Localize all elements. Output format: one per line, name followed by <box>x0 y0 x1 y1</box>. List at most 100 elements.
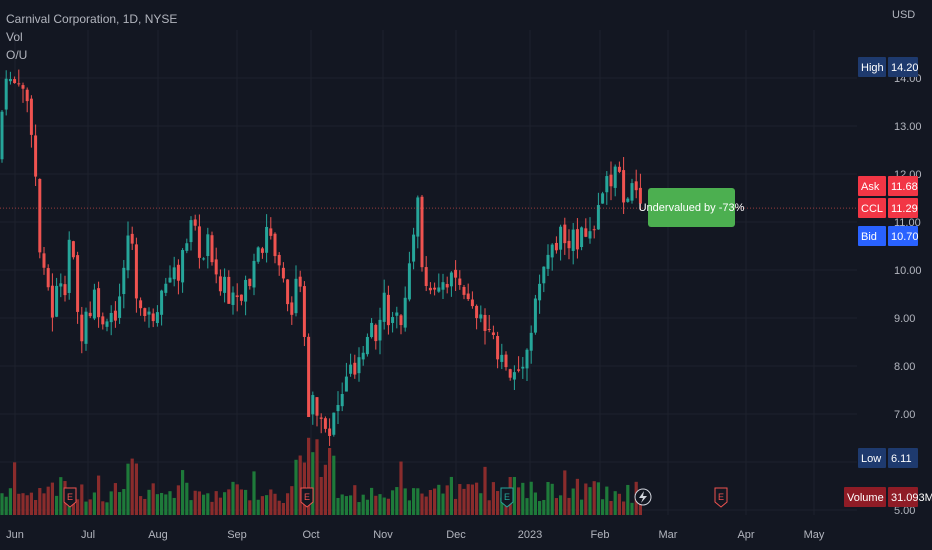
volume-bar <box>139 496 143 515</box>
candle-body <box>407 263 411 300</box>
candle-body <box>546 254 550 269</box>
volume-bar <box>118 492 122 515</box>
candle-body <box>210 235 214 263</box>
x-tick-label: Oct <box>302 529 319 541</box>
candle-body <box>487 329 491 331</box>
candle-body <box>189 220 193 243</box>
volume-price-tag[interactable]: Volume 31.093M <box>844 487 932 507</box>
dividend-lightning-icon[interactable] <box>634 488 652 506</box>
earnings-event-icon[interactable]: E <box>63 487 77 508</box>
volume-bar <box>50 482 54 515</box>
candle-body <box>601 193 605 204</box>
volume-bar <box>403 488 407 515</box>
volume-indicator-label[interactable]: Vol <box>6 30 23 44</box>
candle-body <box>466 293 470 300</box>
candle-body <box>197 226 201 258</box>
currency-label[interactable]: USD <box>892 9 916 21</box>
volume-bar <box>97 475 101 515</box>
bid-price-tag[interactable]: Bid 10.70 <box>858 226 919 246</box>
volume-bar <box>315 439 319 515</box>
candle-body <box>386 294 390 326</box>
volume-bar <box>210 501 214 515</box>
volume-bar <box>244 489 248 515</box>
volume-bar <box>323 464 327 515</box>
earnings-event-icon[interactable]: E <box>500 487 514 508</box>
candle-body <box>588 231 592 239</box>
candle-body <box>399 315 403 326</box>
earnings-event-icon[interactable]: E <box>300 487 314 508</box>
candle-body <box>512 372 516 380</box>
candle-body <box>353 362 357 375</box>
volume-bar <box>155 494 159 515</box>
candle-body <box>567 240 571 249</box>
volume-bar <box>256 499 260 515</box>
volume-bar <box>378 494 382 515</box>
candle-body <box>113 310 117 321</box>
grid-lines <box>0 30 857 515</box>
candle-body <box>626 198 630 202</box>
earnings-event-icon[interactable]: E <box>714 487 728 508</box>
x-tick-label: Apr <box>737 529 754 541</box>
candle-body <box>55 285 59 317</box>
candle-body <box>231 292 235 305</box>
volume-bar <box>454 498 458 515</box>
candle-body <box>277 254 281 266</box>
volume-bar <box>575 478 579 515</box>
volume-bar <box>248 500 252 515</box>
candle-body <box>638 187 642 204</box>
volume-bar <box>382 497 386 515</box>
volume-bar <box>458 484 462 515</box>
time-axis[interactable]: Jun Jul Aug Sep Oct Nov Dec 2023 Feb Mar Apr May <box>6 529 825 541</box>
candle-body <box>491 332 495 335</box>
volume-bar <box>563 470 567 515</box>
volume-bar <box>340 494 344 515</box>
candle-body <box>101 316 105 325</box>
ou-indicator-label[interactable]: O/U <box>6 48 28 62</box>
volume-bar <box>88 499 92 515</box>
candle-body <box>361 352 365 360</box>
volume-bar <box>592 481 596 515</box>
volume-bar <box>269 489 273 515</box>
volume-bar <box>42 493 46 515</box>
candle-body <box>302 286 306 337</box>
volume-bar <box>294 459 298 515</box>
x-tick-label: Feb <box>591 529 610 541</box>
candle-body <box>269 228 273 236</box>
volume-bar <box>59 477 63 515</box>
volume-bar <box>307 437 311 515</box>
candle-body <box>139 300 143 309</box>
valuation-annotation[interactable]: Undervalued by -73% <box>639 188 744 227</box>
candle-body <box>332 412 336 435</box>
high-price-tag[interactable]: High 14.20 <box>858 57 919 77</box>
candle-body <box>475 305 479 319</box>
candle-body <box>290 302 294 315</box>
volume-bar <box>538 501 542 515</box>
candle-body <box>46 268 50 288</box>
candle-body <box>479 314 483 319</box>
candle-body <box>622 170 626 203</box>
x-tick-label: Sep <box>227 529 247 541</box>
low-tag-label: Low <box>861 453 881 465</box>
candle-body <box>76 255 80 312</box>
volume-bar <box>197 491 201 515</box>
candle-body <box>433 287 437 290</box>
volume-bar <box>235 484 239 515</box>
y-tick-label: 10.00 <box>894 265 922 277</box>
volume-bar <box>101 501 105 515</box>
volume-bar <box>542 499 546 515</box>
volume-bar <box>189 500 193 515</box>
candle-body <box>336 405 340 412</box>
volume-bar <box>617 493 621 515</box>
high-tag-value: 14.20 <box>891 62 919 74</box>
symbol-title[interactable]: Carnival Corporation, 1D, NYSE <box>6 12 178 26</box>
ccl-price-tag[interactable]: CCL 11.29 <box>858 198 918 218</box>
candle-body <box>172 267 176 280</box>
volume-bar <box>113 483 117 515</box>
ask-price-tag[interactable]: Ask 11.68 <box>858 176 918 196</box>
candle-body <box>592 229 596 231</box>
candle-body <box>550 244 554 258</box>
low-price-tag[interactable]: Low 6.11 <box>858 448 918 468</box>
candle-body <box>164 283 168 293</box>
